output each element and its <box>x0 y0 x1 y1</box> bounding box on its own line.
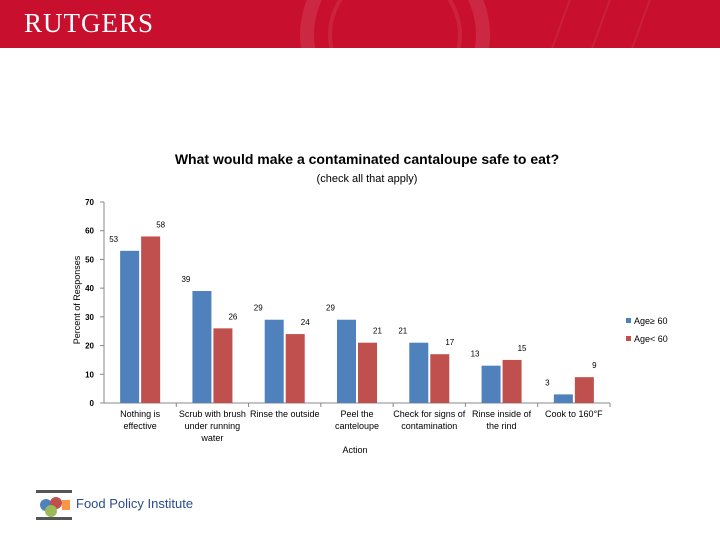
data-label: 21 <box>398 327 407 336</box>
bar-age-60-plus <box>337 319 356 403</box>
y-tick-label: 60 <box>85 227 94 236</box>
bar-age-60-plus <box>481 365 501 403</box>
y-tick-label: 20 <box>85 342 94 351</box>
legend-label: Age< 60 <box>634 334 668 344</box>
x-tick-label: Nothing is effective <box>120 409 161 431</box>
x-axis-label: Action <box>342 445 367 455</box>
bar-age-60-plus <box>120 250 140 403</box>
data-label: 53 <box>109 235 118 244</box>
bar-age-60-plus <box>192 291 212 403</box>
x-tick-label: Rinse the outside <box>250 409 320 419</box>
seal-watermark-inner <box>328 0 462 48</box>
legend-swatch <box>626 318 631 323</box>
y-axis-label: Percent of Responses <box>72 255 82 344</box>
bar-age-under-60 <box>502 359 522 403</box>
data-label: 15 <box>518 344 527 353</box>
legend-label: Age≥ 60 <box>634 316 667 326</box>
data-label: 29 <box>254 304 263 313</box>
bar-age-under-60 <box>358 342 377 403</box>
y-tick-label: 70 <box>85 198 94 207</box>
x-tick-label: Peel the canteloupe <box>335 409 379 431</box>
data-label: 58 <box>156 220 165 229</box>
brand-logo: RUTGERS <box>24 8 155 38</box>
x-tick-label: Rinse inside of the rind <box>472 409 532 431</box>
x-tick-label: Cook to 160°F <box>545 409 603 419</box>
bar-age-under-60 <box>574 377 594 403</box>
bar-age-under-60 <box>285 334 305 403</box>
y-tick-label: 50 <box>85 255 94 264</box>
y-tick-label: 0 <box>90 399 95 408</box>
header-banner: RUTGERS <box>0 0 720 48</box>
bar-age-60-plus <box>553 394 573 403</box>
data-label: 29 <box>326 304 335 313</box>
data-label: 3 <box>545 378 550 387</box>
y-tick-label: 30 <box>85 313 94 322</box>
y-tick-label: 10 <box>85 370 94 379</box>
bar-age-60-plus <box>264 319 284 403</box>
bar-age-under-60 <box>213 328 233 403</box>
data-label: 24 <box>301 318 310 327</box>
bar-age-under-60 <box>430 354 450 403</box>
seal-watermark <box>300 0 490 48</box>
data-label: 39 <box>181 275 190 284</box>
y-tick-label: 40 <box>85 284 94 293</box>
data-label: 21 <box>373 327 382 336</box>
data-label: 9 <box>592 361 597 370</box>
chart-title: What would make a contaminated cantaloup… <box>175 151 559 167</box>
bar-age-60-plus <box>409 342 429 403</box>
bar-age-under-60 <box>141 236 161 403</box>
chart-subtitle: (check all that apply) <box>317 173 418 185</box>
data-label: 17 <box>445 338 454 347</box>
x-tick-label: Check for signs of contamination <box>393 409 466 431</box>
x-tick-label: Scrub with brush under running water <box>179 409 246 443</box>
footer-org-name: Food Policy Institute <box>76 496 194 511</box>
data-label: 13 <box>471 350 480 359</box>
data-label: 26 <box>228 312 237 321</box>
food-policy-institute-logo-icon <box>36 490 72 520</box>
legend-swatch <box>626 336 631 341</box>
